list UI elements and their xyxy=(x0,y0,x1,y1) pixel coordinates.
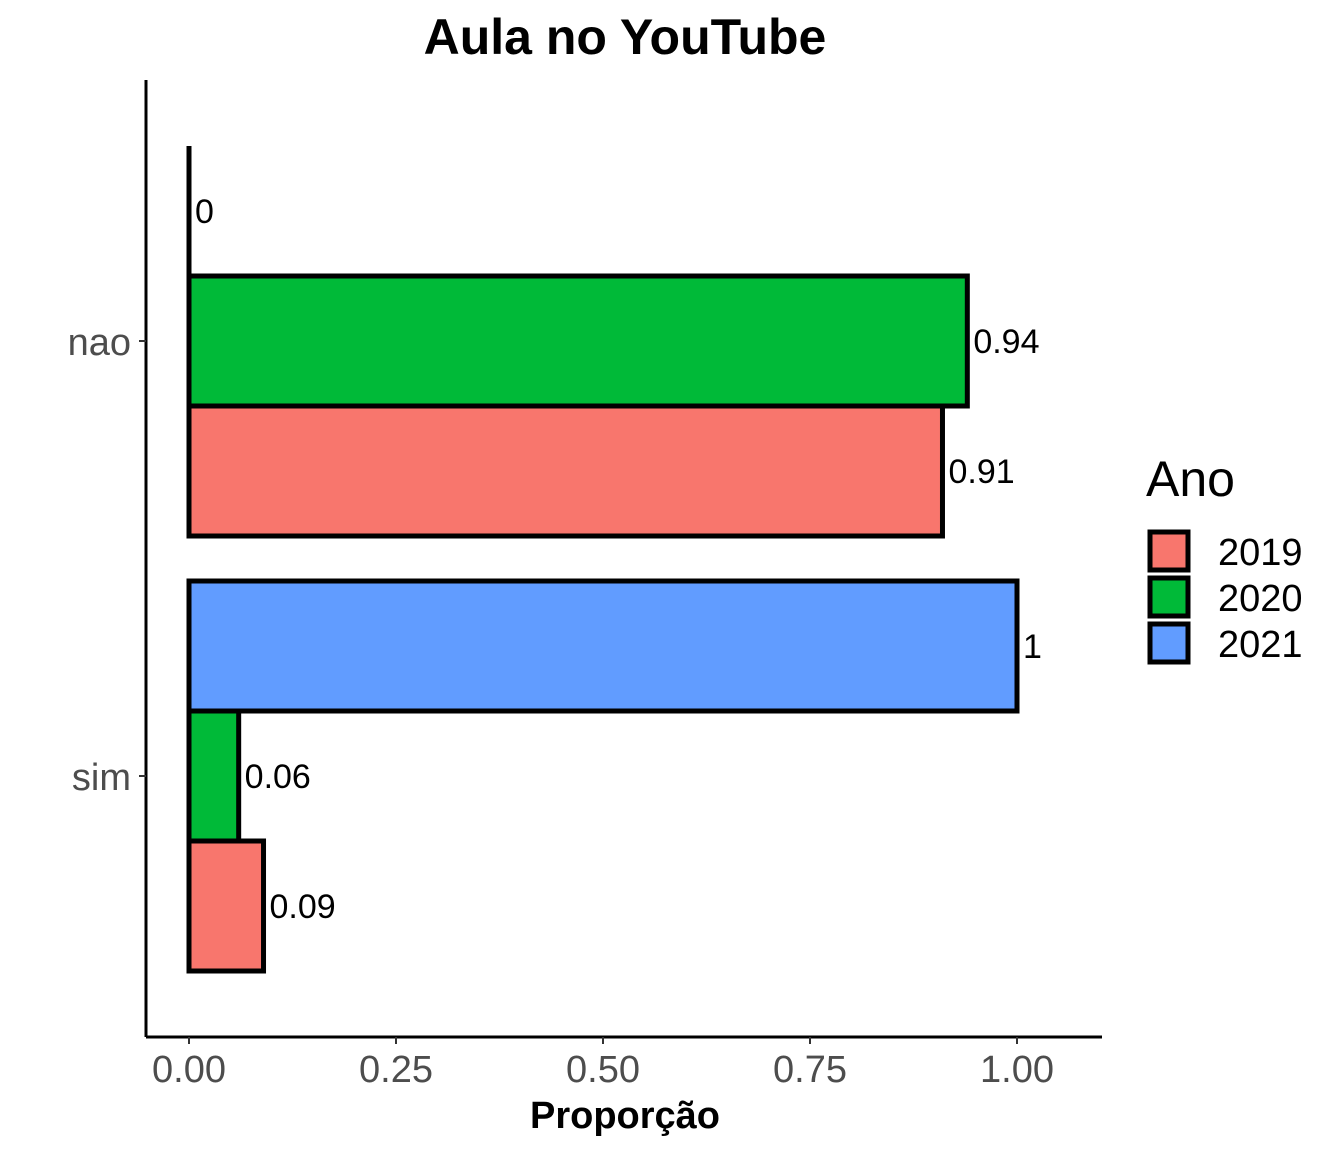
chart-title: Aula no YouTube xyxy=(424,9,827,65)
data-label-nao-2021: 0 xyxy=(195,193,214,231)
x-axis-ticks: 0.00 0.25 0.50 0.75 1.00 xyxy=(152,1037,1054,1091)
bars-group xyxy=(186,146,1020,974)
y-axis-ticks: nao sim xyxy=(68,322,146,799)
x-tick-label-0.50: 0.50 xyxy=(566,1049,640,1091)
data-label-sim-2020: 0.06 xyxy=(245,758,311,796)
data-label-nao-2019: 0.91 xyxy=(948,453,1014,491)
bar-sim-2021 xyxy=(186,578,1020,714)
data-labels-group: 0.91 0.94 0 0.09 0.06 1 xyxy=(195,193,1042,926)
y-tick-label-sim: sim xyxy=(72,757,131,799)
x-tick-label-1.00: 1.00 xyxy=(980,1049,1054,1091)
data-label-sim-2019: 0.09 xyxy=(270,888,336,926)
x-axis-label: Proporção xyxy=(530,1095,720,1137)
data-label-sim-2021: 1 xyxy=(1023,628,1042,666)
bar-sim-2020 xyxy=(186,708,242,844)
y-tick-label-nao: nao xyxy=(68,322,131,364)
legend-label-2019: 2019 xyxy=(1218,532,1303,574)
bar-nao-2019 xyxy=(186,403,945,539)
bar-nao-2020 xyxy=(186,273,970,409)
legend-title: Ano xyxy=(1146,451,1235,507)
legend-swatch-2019 xyxy=(1147,529,1191,573)
legend-swatch-2020 xyxy=(1147,575,1191,619)
bar-sim-2019 xyxy=(186,838,267,974)
legend-swatch-2021 xyxy=(1147,621,1191,665)
legend-label-2020: 2020 xyxy=(1218,578,1303,620)
x-tick-label-0.00: 0.00 xyxy=(152,1049,226,1091)
x-tick-label-0.25: 0.25 xyxy=(359,1049,433,1091)
legend-label-2021: 2021 xyxy=(1218,624,1303,666)
data-label-nao-2020: 0.94 xyxy=(973,323,1039,361)
x-tick-label-0.75: 0.75 xyxy=(773,1049,847,1091)
